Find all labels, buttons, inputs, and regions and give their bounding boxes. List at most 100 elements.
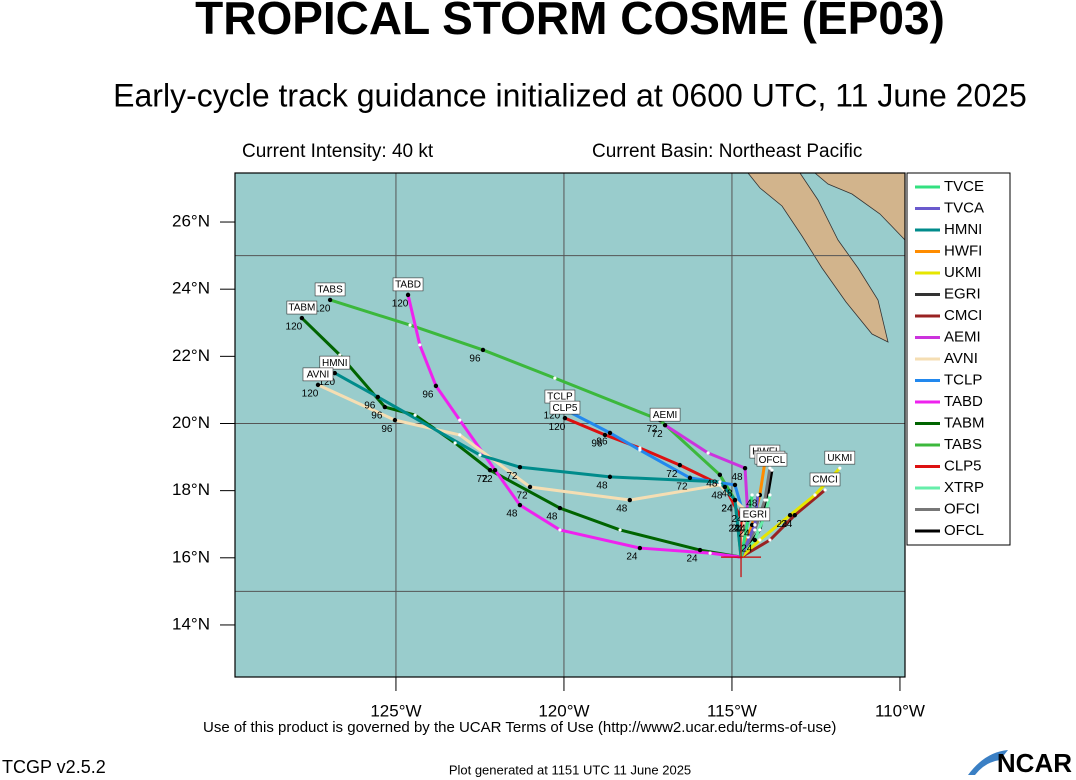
- hour-label: 96: [469, 354, 481, 365]
- track-point: [732, 497, 738, 503]
- track-point: [338, 353, 342, 357]
- track-point: [813, 493, 817, 497]
- hour-label: 72: [506, 471, 518, 482]
- track-point: [677, 462, 683, 468]
- hour-label: 24: [731, 523, 743, 534]
- legend-label: TCLP: [944, 371, 982, 388]
- track-point: [753, 523, 757, 527]
- logo: NCAR: [997, 748, 1072, 778]
- map-background: [235, 173, 905, 677]
- y-tick-label: 20°N: [172, 413, 210, 432]
- hour-label: 120: [549, 422, 566, 433]
- hour-label: 120: [314, 304, 331, 315]
- track-point: [722, 484, 728, 490]
- track-point: [752, 537, 758, 543]
- hour-label: 120: [544, 411, 561, 422]
- track-point: [638, 448, 642, 452]
- track-point: [718, 483, 722, 487]
- hour-label: 24: [777, 519, 789, 530]
- hour-label: 24: [735, 523, 747, 534]
- legend-label: AEMI: [944, 328, 981, 345]
- hour-label: 48: [731, 472, 743, 483]
- track-point: [718, 480, 722, 484]
- track-point: [749, 522, 755, 528]
- hour-label: 72: [676, 482, 688, 493]
- track-point: [763, 498, 767, 502]
- track-point: [458, 418, 462, 422]
- y-tick-label: 14°N: [172, 614, 210, 633]
- track-point: [408, 323, 412, 327]
- track-point: [708, 551, 712, 555]
- basin: Current Basin: Northeast Pacific: [592, 141, 862, 162]
- track-point: [697, 547, 703, 553]
- track-line: [739, 494, 772, 559]
- terms: Use of this product is governed by the U…: [203, 719, 836, 736]
- x-tick-label: 125°W: [370, 701, 421, 720]
- hour-label: 120: [318, 377, 335, 388]
- track-tag-box: [756, 452, 788, 467]
- legend-label: EGRI: [944, 285, 981, 302]
- track-point: [433, 383, 439, 389]
- track-tag-box: [649, 407, 681, 422]
- track-point: [602, 432, 608, 438]
- track-point: [637, 545, 643, 551]
- track-point: [768, 538, 772, 542]
- track-tag-box: [314, 282, 346, 297]
- hour-label: 24: [626, 552, 638, 563]
- track-tag: TABM: [288, 303, 315, 314]
- track-point: [756, 493, 760, 497]
- track-tag-box: [824, 450, 856, 465]
- track-point: [768, 493, 772, 497]
- map-frame: [234, 172, 906, 678]
- track-point: [758, 538, 762, 542]
- track-point: [517, 464, 523, 470]
- hour-label: 48: [506, 509, 518, 520]
- track-point: [792, 512, 797, 518]
- track-point: [706, 451, 710, 455]
- track-tag: AVNI: [307, 370, 330, 381]
- hour-label: 24: [741, 544, 753, 555]
- hour-label: 24: [728, 523, 740, 534]
- hour-label: 96: [371, 411, 383, 422]
- track-point: [418, 343, 422, 347]
- track-tag-box: [392, 277, 424, 292]
- track-point: [838, 466, 842, 470]
- hour-label: 24: [721, 504, 733, 515]
- track-point: [746, 535, 750, 539]
- track-tag-box: [739, 507, 771, 522]
- track-point: [392, 417, 398, 423]
- track-point: [662, 422, 668, 428]
- track-point: [823, 488, 827, 492]
- track-point: [413, 413, 417, 417]
- legend-label: HMNI: [944, 221, 982, 238]
- track-point: [562, 415, 568, 421]
- hour-label: 24: [781, 519, 793, 530]
- track-point: [742, 465, 748, 471]
- legend-label: TVCA: [944, 199, 984, 216]
- legend-label: CMCI: [944, 307, 982, 324]
- hour-label: 120: [302, 389, 319, 400]
- track-point: [618, 528, 622, 532]
- track-point: [487, 467, 493, 473]
- legend-label: HWFI: [944, 242, 982, 259]
- track-point: [453, 441, 457, 445]
- hour-label: 24: [721, 504, 733, 515]
- track-line: [406, 294, 742, 559]
- track-tag: UKMI: [827, 453, 852, 464]
- legend-label: TVCE: [944, 178, 984, 195]
- x-tick-label: 110°W: [875, 701, 925, 720]
- track-point: [478, 453, 482, 457]
- track-point: [607, 474, 613, 480]
- track-tag: CMCI: [812, 475, 838, 486]
- track-point: [558, 528, 562, 532]
- track-tag: EGRI: [743, 510, 767, 521]
- track-point: [770, 468, 774, 472]
- track-line: [740, 488, 826, 559]
- track-point: [758, 528, 762, 532]
- track-point: [517, 502, 523, 508]
- track-line: [300, 316, 742, 559]
- track-point: [787, 512, 793, 518]
- chart-title: TROPICAL STORM COSME (EP03): [195, 0, 945, 44]
- y-tick-label: 16°N: [172, 547, 210, 566]
- track-tag-box: [549, 400, 581, 415]
